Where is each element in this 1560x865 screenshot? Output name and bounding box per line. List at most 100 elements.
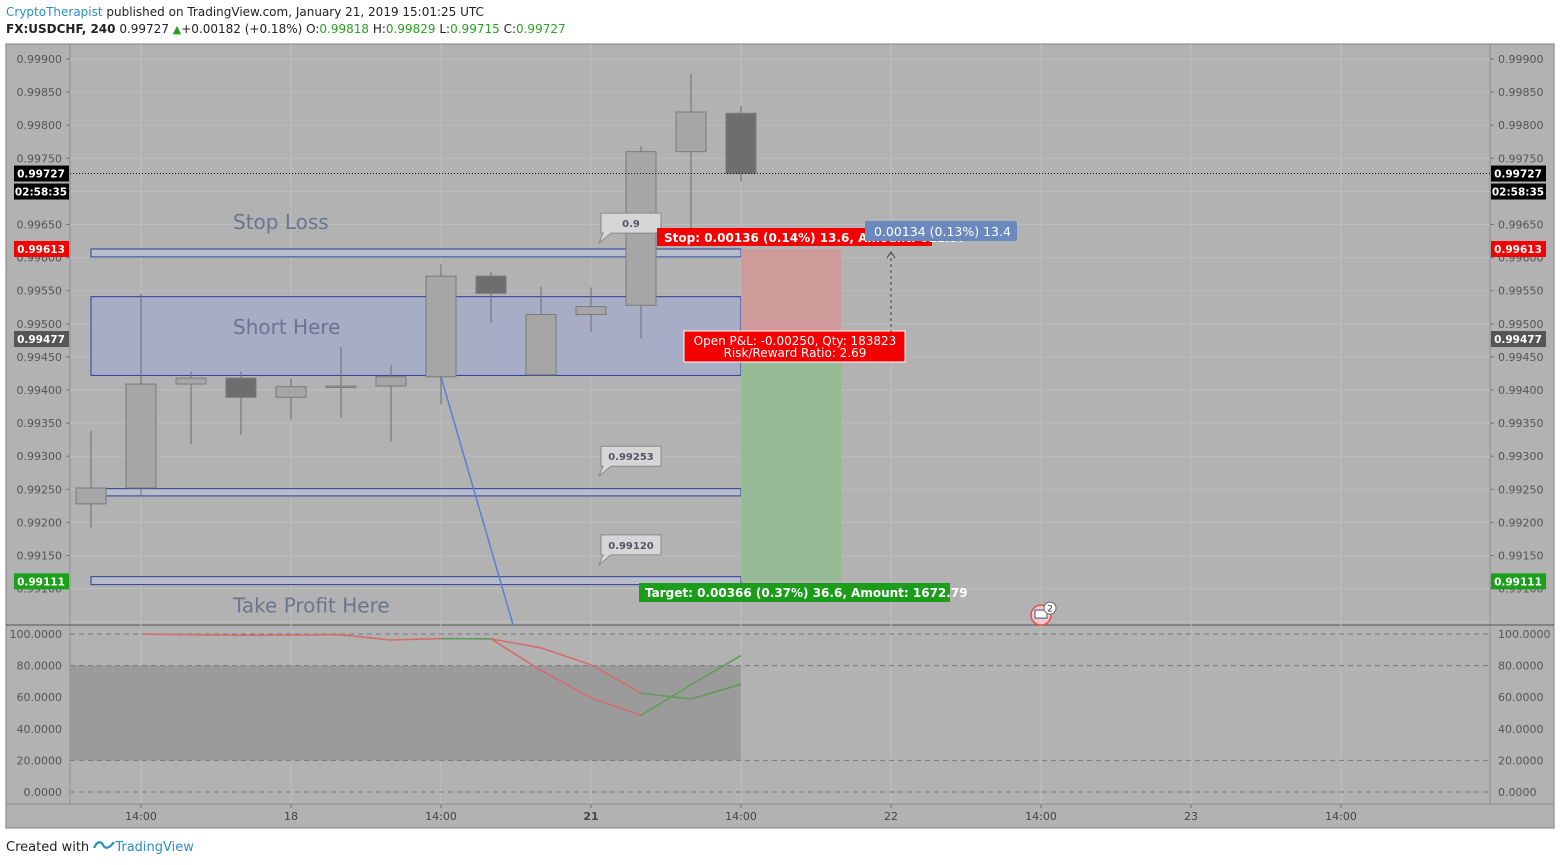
price-axis-left-label: 0.99900 [17,53,63,66]
price-label-timer-left: 02:58:35 [14,183,69,200]
callout-stop[interactable]: 0.9 [598,212,662,244]
price-axis-left-label: 0.99400 [17,384,63,397]
short-zone[interactable] [90,296,742,376]
oscillator-axis-right-label: 60.0000 [1498,691,1544,704]
price-label-box [1491,573,1546,590]
oscillator-axis-right-label: 100.0000 [1498,628,1551,641]
callout-99253[interactable]: 0.99253 [598,445,662,477]
price-axis-right-label: 0.99750 [1498,152,1544,165]
price-label-current-left: 0.99727 [14,165,69,182]
oscillator-axis-left-label: 60.0000 [17,691,63,704]
price-label-stop-right: 0.99613 [1491,240,1546,257]
price-axis-left-label: 0.99300 [17,450,63,463]
price-axis-left-label: 0.99250 [17,483,63,496]
candle[interactable] [225,371,257,436]
price-axis-left-label: 0.99750 [17,152,63,165]
candle[interactable] [175,371,207,445]
candle[interactable] [425,264,457,405]
time-axis-label: 21 [583,810,598,823]
candle[interactable] [475,272,507,323]
price-axis-right-label: 0.99400 [1498,384,1544,397]
tradingview-brand[interactable]: TradingView [115,840,194,855]
time-axis-label: 14:00 [1325,810,1357,823]
time-axis-label: 22 [884,810,898,823]
event-badge-count: 2 [1047,605,1053,615]
last-price: 0.99727 [119,22,169,36]
symbol-label[interactable]: FX:USDCHF, 240 [6,22,116,36]
price-axis-left-label: 0.99650 [17,219,63,232]
candle[interactable] [325,346,357,418]
price-label-text: 0.99613 [17,244,65,256]
published-text: published on TradingView.com, January 21… [106,5,484,19]
measure-label[interactable]: 0.00134 (0.13%) 13.4 [865,221,1017,241]
author-link[interactable]: CryptoTherapist [6,5,103,19]
callout-box [598,212,662,244]
candle-body [475,275,507,294]
candle[interactable] [125,294,157,496]
annotation-short-here[interactable]: Short Here [233,315,340,339]
price-label-timer-right: 02:58:35 [1491,183,1546,200]
candle-body [525,314,557,376]
trend-line[interactable] [440,376,516,635]
price-axis-left-label: 0.99550 [17,285,63,298]
candle[interactable] [725,106,757,182]
created-with-text: Created with [6,840,90,855]
target-label[interactable]: Target: 0.00366 (0.37%) 36.6, Amount: 16… [639,583,968,602]
price-change: +0.00182 (+0.18%) [181,22,303,36]
economic-event-marker[interactable]: 2 [1030,601,1057,626]
position-reward-area[interactable] [741,339,841,582]
annotation-stop-loss[interactable]: Stop Loss [233,210,329,234]
price-axis-left-label: 0.99150 [17,550,63,563]
measure-label-box [865,221,1017,241]
price-label-box [14,165,69,182]
candle[interactable] [575,287,607,332]
candle[interactable] [675,73,707,240]
candle-body [575,306,607,316]
callout-box [598,534,662,566]
callout-text: 0.99120 [608,541,654,552]
candle-body [75,487,107,505]
price-label-text: 0.99477 [1494,334,1542,346]
candle-body [325,385,357,389]
oscillator-axis-right-label: 80.0000 [1498,660,1544,673]
low-value: 0.99715 [450,22,500,36]
price-axis-right-label: 0.99200 [1498,516,1544,529]
publish-line: CryptoTherapist published on TradingView… [6,4,566,21]
price-axis-left-label: 0.99450 [17,351,63,364]
price-axis-left-label: 0.99800 [17,119,63,132]
candle[interactable] [275,378,307,420]
price-axis-right-label: 0.99350 [1498,417,1544,430]
price-axis-right-label: 0.99150 [1498,550,1544,563]
measure-arrow-icon [886,251,896,259]
candle[interactable] [525,286,557,376]
tradingview-logo-icon[interactable] [93,839,116,853]
high-value: 0.99829 [385,22,436,36]
price-label-target-right: 0.99111 [1491,573,1546,590]
price-label-box [1491,183,1546,200]
price-label-entry-left: 0.99477 [14,331,69,348]
high-label: H: [372,22,386,36]
pnl-label[interactable]: Open P&L: -0.00250, Qty: 183823Risk/Rewa… [683,330,906,363]
oscillator-line-4 [640,683,742,700]
time-axis-label: 23 [1184,810,1198,823]
candle[interactable] [75,431,107,528]
oscillator-axis-right-label: 0.0000 [1498,786,1537,799]
price-axis-right-label: 0.99900 [1498,53,1544,66]
price-label-text: 0.99613 [1494,244,1542,256]
annotation-take-profit-here[interactable]: Take Profit Here [232,593,390,617]
oscillator-band [70,665,741,761]
open-label: O: [306,22,320,36]
open-value: 0.99818 [319,22,370,36]
candle-body [125,383,157,489]
position-risk-area[interactable] [741,248,841,340]
oscillator-axis-left-label: 80.0000 [17,660,63,673]
close-label: C: [503,22,516,36]
callout-99120[interactable]: 0.99120 [598,534,662,566]
candle[interactable] [375,364,407,442]
oscillator-axis-left-label: 100.0000 [10,628,63,641]
price-label-text: 0.99727 [1494,169,1542,181]
ohlc-line: FX:USDCHF, 240 0.99727 ▲+0.00182 (+0.18%… [6,21,566,38]
target-zone-1[interactable] [90,488,742,497]
price-axis-left-label: 0.99200 [17,516,63,529]
